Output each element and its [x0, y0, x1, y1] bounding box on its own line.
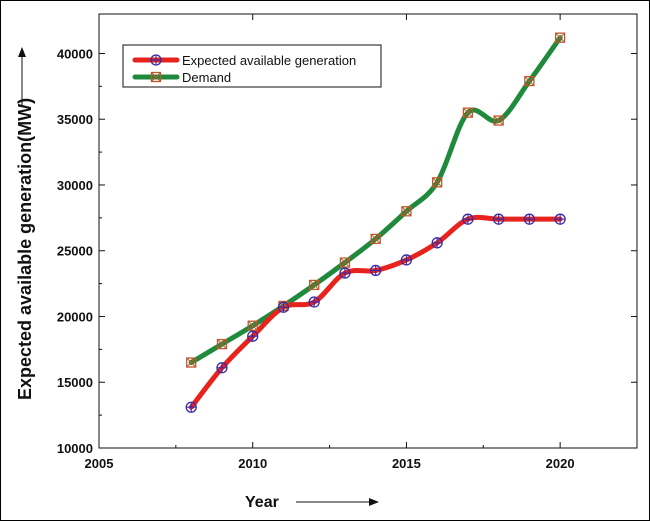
- marker-square: [247, 320, 258, 331]
- y-tick-label: 35000: [57, 112, 93, 127]
- marker-x2: [186, 357, 197, 368]
- marker-x2: [493, 115, 504, 126]
- data-point-marker: [247, 320, 258, 331]
- series-layer: [185, 32, 566, 413]
- data-point-marker: [400, 254, 413, 266]
- marker-square: [150, 71, 162, 83]
- marker-square: [554, 32, 566, 43]
- data-point-marker: [339, 257, 351, 268]
- x-tick-label: 2005: [85, 456, 114, 471]
- marker-x2: [217, 339, 227, 349]
- data-point-marker: [523, 213, 536, 225]
- marker-x2: [555, 32, 565, 43]
- series-points-generation: [185, 213, 566, 413]
- data-point-marker: [462, 107, 474, 118]
- data-point-marker: [462, 213, 474, 225]
- series-line-generation: [188, 214, 563, 410]
- marker-square: [493, 115, 504, 126]
- data-point-marker: [216, 338, 228, 350]
- marker-x2: [370, 234, 381, 244]
- plot-area: [98, 13, 638, 449]
- data-point-marker: [370, 264, 382, 277]
- y-tick-label: 15000: [57, 375, 93, 390]
- data-point-marker: [150, 54, 162, 66]
- data-point-marker: [185, 401, 197, 413]
- x-axis-title-group: Year: [245, 494, 379, 511]
- marker-x2: [524, 76, 535, 86]
- data-point-marker: [554, 213, 566, 225]
- marker-square: [186, 357, 197, 368]
- data-point-marker: [401, 206, 412, 217]
- data-point-marker: [339, 267, 351, 279]
- data-point-marker: [554, 32, 566, 43]
- marker-square: [462, 107, 474, 118]
- axis-ticks: 2005 2010 2015 2020 10000 15000 20000 25000 3000…: [57, 14, 637, 471]
- x-tick-label: 2010: [238, 456, 267, 471]
- marker-x2: [151, 72, 161, 82]
- data-point-marker: [431, 237, 443, 249]
- y-tick-label: 10000: [57, 441, 93, 456]
- data-point-marker: [493, 115, 504, 126]
- data-point-marker: [432, 177, 443, 188]
- marker-x2: [247, 320, 258, 331]
- y-tick-label: 30000: [57, 178, 93, 193]
- data-point-marker: [150, 71, 162, 83]
- legend-item: Demand: [132, 70, 231, 85]
- data-point-marker: [309, 279, 320, 291]
- legend-label: Demand: [182, 70, 231, 85]
- data-point-marker: [524, 75, 535, 87]
- marker-square: [524, 75, 535, 87]
- data-point-marker: [216, 362, 228, 374]
- marker-x2: [463, 107, 473, 118]
- marker-x2: [309, 280, 320, 290]
- legend-box: [122, 44, 382, 88]
- data-point-marker: [308, 296, 320, 308]
- x-axis-title: Year: [245, 494, 279, 511]
- y-axis-title-group: Expected available generation(MW): [15, 47, 35, 400]
- data-point-marker: [186, 357, 197, 368]
- x-tick-label: 2015: [392, 456, 421, 471]
- data-point-marker: [277, 301, 290, 313]
- data-point-marker: [247, 330, 259, 342]
- marker-square: [309, 279, 320, 291]
- series-points-demand: [186, 32, 566, 368]
- y-tick-label: 25000: [57, 244, 93, 259]
- data-point-marker: [493, 213, 505, 225]
- x-tick-label: 2020: [546, 456, 575, 471]
- marker-square: [401, 206, 412, 217]
- legend-item: Expected available generation: [132, 53, 356, 68]
- marker-square: [370, 233, 381, 245]
- legend: Expected available generation Demand: [122, 44, 382, 88]
- y-axis-title: Expected available generation(MW): [15, 98, 35, 400]
- marker-x2: [432, 177, 443, 188]
- legend-label: Expected available generation: [182, 53, 356, 68]
- data-point-marker: [370, 233, 381, 245]
- y-tick-label: 20000: [57, 309, 93, 324]
- y-tick-label: 40000: [57, 46, 93, 61]
- marker-square: [216, 338, 228, 350]
- marker-x2: [340, 257, 350, 268]
- marker-square: [432, 177, 443, 188]
- marker-square: [339, 257, 351, 268]
- marker-x2: [401, 206, 412, 217]
